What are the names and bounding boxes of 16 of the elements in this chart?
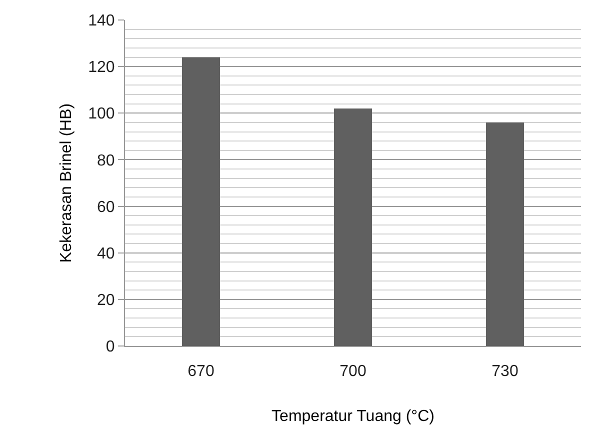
y-tick-label: 100: [88, 106, 115, 123]
y-tick-label: 120: [88, 59, 115, 76]
y-tick-label: 80: [97, 152, 115, 170]
y-tick-label: 20: [97, 292, 115, 310]
y-axis-title: Kekerasan Brinel (HB): [58, 103, 75, 263]
y-tick-label: 0: [106, 338, 115, 356]
bar: [486, 122, 524, 346]
x-tick-label: 670: [188, 363, 214, 380]
bar: [182, 57, 220, 346]
y-tick-label: 40: [97, 245, 115, 262]
bar: [334, 108, 372, 346]
x-tick-label: 700: [340, 363, 366, 380]
y-tick-label: 60: [97, 198, 115, 216]
x-tick-label: 730: [492, 363, 518, 380]
y-tick-label: 140: [88, 12, 115, 30]
x-axis-title: Temperatur Tuang (°C): [272, 408, 434, 425]
